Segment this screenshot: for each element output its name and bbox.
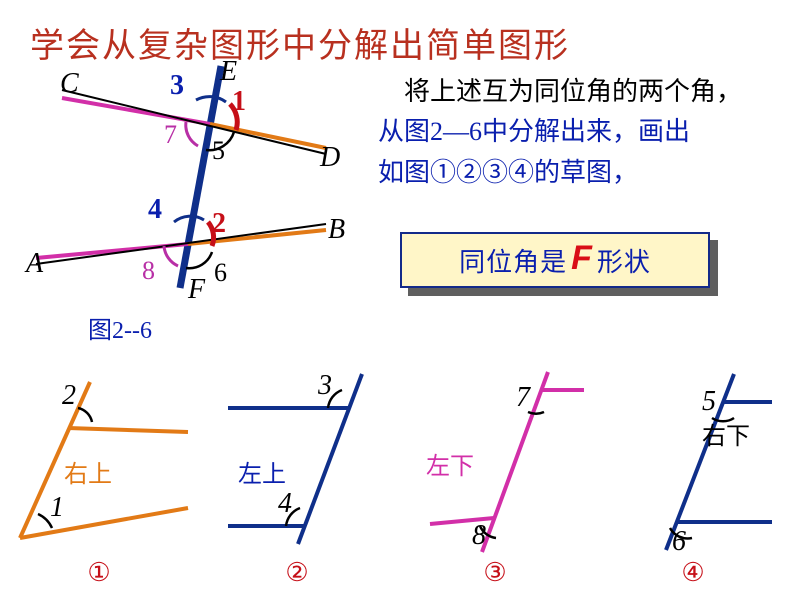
shape-box: 同位角是 F 形状: [400, 232, 710, 288]
description: 将上述互为同位角的两个角， 从图2—6中分解出来，画出 如图①②③④的草图，: [378, 72, 778, 193]
label-2: 2: [212, 208, 226, 240]
box-pre: 同位角是: [459, 242, 567, 279]
box-post: 形状: [597, 242, 651, 279]
sub4-top-num: 5: [702, 386, 716, 418]
desc-line-3: 如图①②③④的草图，: [378, 153, 778, 193]
sub3-circ: ③: [483, 558, 506, 588]
sub1-bot-num: 1: [50, 492, 64, 524]
sub2-top-num: 3: [318, 370, 332, 402]
label-8: 8: [142, 256, 155, 286]
sub3-top-num: 7: [516, 382, 530, 414]
label-7: 7: [164, 120, 177, 150]
sub2-circ: ②: [285, 558, 308, 588]
label-c: C: [60, 68, 79, 100]
label-a: A: [26, 248, 43, 280]
sub4-circ: ④: [681, 558, 704, 588]
sub-diagram-2: 3 4 左上 ②: [198, 368, 396, 596]
sub1-circ: ①: [87, 558, 110, 588]
main-svg: [20, 60, 360, 350]
sub1-top-num: 2: [62, 380, 76, 412]
sub2-pos: 左上: [238, 454, 286, 489]
desc-line-2: 从图2—6中分解出来，画出: [378, 112, 778, 152]
sub-diagram-3: 7 8 左下 ③: [396, 368, 594, 596]
label-f: F: [188, 274, 205, 306]
sub-diagram-4: 5 6 右下 ④: [594, 368, 792, 596]
sub4-bot-num: 6: [672, 526, 686, 558]
label-4: 4: [148, 194, 162, 226]
label-b: B: [328, 214, 345, 246]
sub-diagram-1: 2 1 右上 ①: [0, 368, 198, 596]
sub4-pos: 右下: [702, 416, 750, 451]
sub4-svg: [594, 368, 792, 568]
label-e: E: [220, 56, 237, 88]
desc-line-1: 将上述互为同位角的两个角，: [378, 72, 778, 112]
sub-diagrams: 2 1 右上 ① 3 4 左上 ② 7 8 左下 ③: [0, 368, 794, 596]
main-diagram: C E D A B F 3 1 7 5 4 2 8 6: [20, 60, 360, 350]
label-6: 6: [214, 258, 227, 288]
sub1-pos: 右上: [64, 454, 112, 489]
box-f-letter: F: [567, 239, 597, 278]
sub3-pos: 左下: [426, 446, 474, 481]
sub3-bot-num: 8: [472, 520, 486, 552]
sub2-svg: [198, 368, 396, 568]
label-5: 5: [212, 136, 225, 166]
sub2-bot-num: 4: [278, 488, 292, 520]
label-d: D: [320, 142, 340, 174]
figure-caption: 图2--6: [88, 310, 152, 345]
label-1: 1: [232, 86, 246, 118]
label-3: 3: [170, 70, 184, 102]
